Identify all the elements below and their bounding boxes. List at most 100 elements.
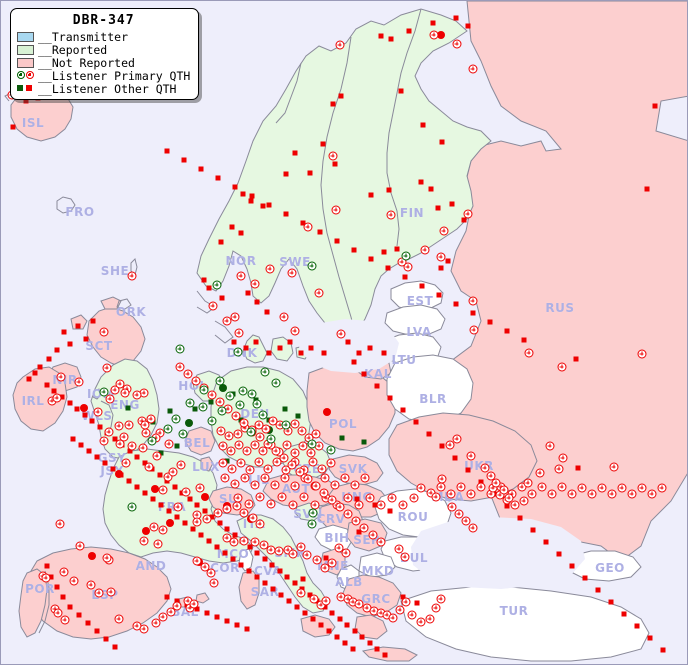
listener-primary-qth-marker [149, 522, 159, 532]
listener-other-qth-marker [60, 594, 66, 600]
listener-primary-qth-marker [236, 271, 246, 281]
listener-other-qth-marker [504, 503, 510, 509]
listener-other-qth-marker [344, 622, 350, 628]
listener-primary-qth-marker [557, 362, 567, 372]
listener-primary-qth-marker [172, 601, 182, 611]
listener-other-qth-marker [337, 616, 343, 622]
listener-primary-qth-marker [224, 431, 234, 441]
listener-other-qth-marker [269, 562, 275, 568]
listener-primary-qth-marker [274, 546, 284, 556]
listener-dot-marker [201, 493, 209, 501]
listener-primary-qth-marker-green [281, 420, 291, 430]
listener-primary-qth-marker [376, 537, 386, 547]
listener-other-qth-marker [70, 436, 76, 442]
listener-primary-qth-marker [127, 441, 137, 451]
listener-other-qth-marker [350, 646, 356, 652]
listener-dot-marker [88, 552, 96, 560]
listener-other-qth-marker [48, 574, 54, 580]
map-legend: DBR-347 __Transmitter __Reported __Not Rep… [10, 8, 200, 100]
listener-primary-qth-marker [74, 377, 84, 387]
listener-primary-qth-marker [248, 513, 258, 523]
listener-primary-qth-marker-green [307, 439, 317, 449]
listener-primary-qth-marker [236, 458, 246, 468]
listener-primary-qth-marker [537, 482, 547, 492]
listener-other-qth-marker [361, 371, 367, 377]
listener-other-qth-marker [83, 336, 89, 342]
listener-other-qth-marker [102, 460, 108, 466]
listener-other-qth-marker [621, 611, 627, 617]
listener-other-qth-marker [286, 598, 292, 604]
listener-primary-qth-marker [229, 537, 239, 547]
listener-primary-qth-marker [524, 348, 534, 358]
listener-primary-qth-marker [234, 328, 244, 338]
listener-other-qth-marker [46, 356, 52, 362]
listener-other-qth-marker [243, 345, 249, 351]
listener-other-qth-marker [201, 277, 207, 283]
listener-primary-qth-marker [158, 525, 168, 535]
listener-primary-qth-marker [222, 504, 232, 514]
listener-primary-qth-marker [277, 492, 287, 502]
listener-dot-marker [151, 485, 159, 493]
listener-other-qth-marker [334, 634, 340, 640]
listener-primary-qth-marker [233, 493, 243, 503]
listener-primary-qth-marker [319, 488, 329, 498]
listener-primary-qth-marker-green [271, 378, 281, 388]
listener-other-qth-marker [238, 562, 244, 568]
listener-primary-qth-marker [365, 493, 375, 503]
listener-primary-qth-marker [343, 509, 353, 519]
listener-primary-qth-marker [102, 553, 112, 563]
listener-other-qth-marker [246, 568, 252, 574]
listener-primary-qth-marker [535, 468, 545, 478]
listener-other-qth-marker [206, 285, 212, 291]
listener-primary-qth-marker [288, 549, 298, 559]
listener-primary-qth-marker [359, 523, 369, 533]
listener-other-qth-marker [556, 551, 562, 557]
listener-dot-marker [166, 519, 174, 527]
listener-primary-qth-marker-green [225, 391, 235, 401]
listener-other-qth-marker [190, 526, 196, 532]
listener-primary-qth-marker [151, 618, 161, 628]
listener-other-qth-marker [209, 514, 215, 520]
listener-primary-qth-marker [213, 508, 223, 518]
listener-dot-marker [142, 527, 150, 535]
listener-other-qth-marker [660, 647, 666, 653]
listener-other-qth-marker [266, 202, 272, 208]
listener-primary-qth-marker-green [178, 429, 188, 439]
listener-other-qth-marker-green [339, 435, 345, 441]
listener-other-qth-marker [644, 186, 650, 192]
listener-primary-qth-marker-green [307, 261, 317, 271]
listener-other-qth-marker [388, 36, 394, 42]
listener-primary-qth-marker [545, 441, 555, 451]
square-icon [17, 85, 23, 91]
listener-primary-qth-marker [486, 471, 496, 481]
listener-primary-qth-marker [93, 407, 103, 417]
listener-primary-qth-marker [468, 296, 478, 306]
listener-primary-qth-marker [431, 492, 441, 502]
listener-primary-qth-marker [254, 457, 264, 467]
listener-other-qth-marker [248, 198, 254, 204]
listener-primary-qth-marker [239, 536, 249, 546]
listener-primary-qth-marker [105, 394, 115, 404]
listener-other-qth-marker [292, 580, 298, 586]
listener-primary-qth-marker-green [127, 502, 137, 512]
listener-primary-qth-marker-green [307, 519, 317, 529]
listener-primary-qth-marker [387, 493, 397, 503]
listener-other-qth-marker [198, 532, 204, 538]
listener-primary-qth-marker [557, 482, 567, 492]
listener-primary-qth-marker [298, 441, 308, 451]
listener-primary-qth-marker [452, 434, 462, 444]
listener-primary-qth-marker-green [198, 402, 208, 412]
legend-row-0: __Transmitter [17, 30, 190, 43]
listener-other-qth-marker [112, 436, 118, 442]
listener-other-qth-marker [430, 20, 436, 26]
listener-primary-qth-marker [282, 440, 292, 450]
listener-other-qth-marker [367, 345, 373, 351]
listener-other-qth-marker [142, 490, 148, 496]
listener-primary-qth-marker [230, 479, 240, 489]
listener-primary-qth-marker [386, 210, 396, 220]
listener-primary-qth-marker [244, 499, 254, 509]
listener-other-qth-marker-green [167, 408, 173, 414]
listener-primary-qth-marker [303, 222, 313, 232]
listener-primary-qth-marker [287, 460, 297, 470]
listener-primary-qth-marker [59, 567, 69, 577]
